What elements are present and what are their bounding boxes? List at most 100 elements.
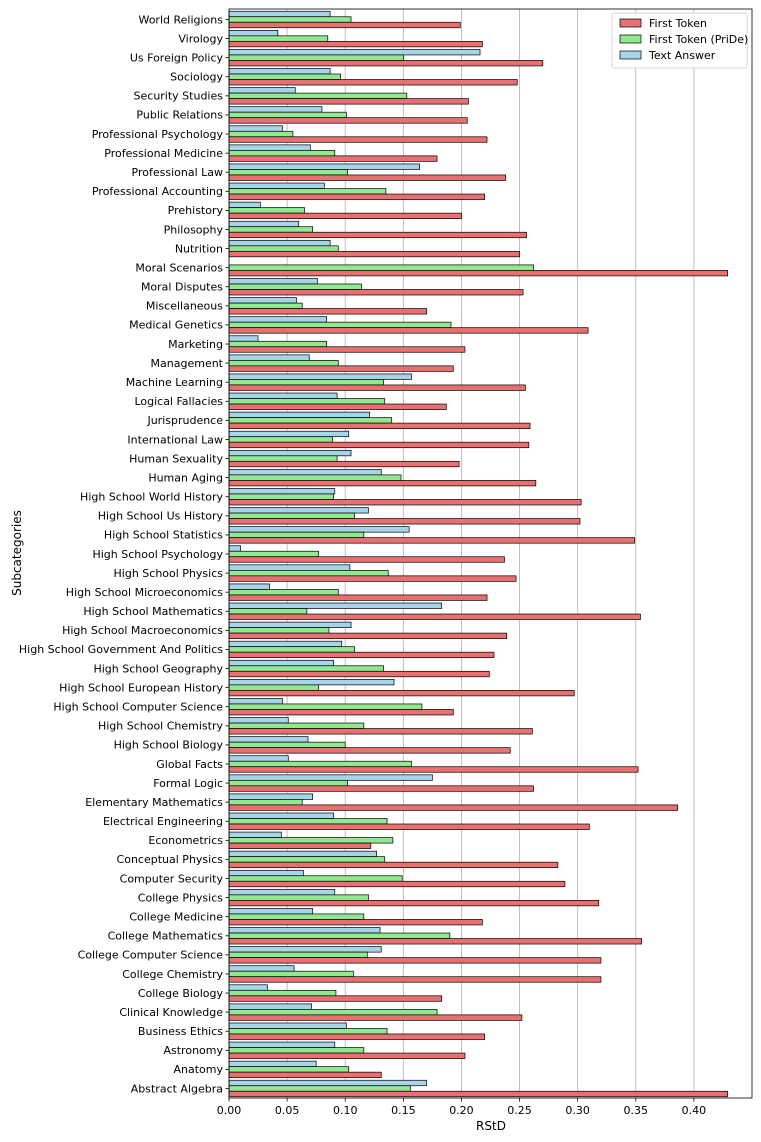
- y-tick-label: Machine Learning: [126, 376, 223, 389]
- x-tick-label: 0.15: [391, 1104, 416, 1117]
- bar-first-token: [228, 365, 454, 372]
- legend-swatch: [619, 50, 642, 60]
- bar-first-token-pride: [228, 932, 451, 939]
- y-tick-label: Professional Accounting: [92, 185, 223, 198]
- bar-text-answer: [228, 889, 336, 896]
- bar-first-token: [228, 919, 483, 926]
- bar-text-answer: [228, 354, 310, 361]
- bar-text-answer: [228, 831, 282, 838]
- x-tick-label: 0.35: [624, 1104, 649, 1117]
- bar-text-answer: [228, 182, 325, 189]
- bar-first-token: [228, 842, 372, 849]
- y-tick-label: Global Facts: [156, 758, 223, 771]
- bar-first-token-pride: [228, 665, 384, 672]
- bar-first-token-pride: [228, 531, 365, 539]
- y-tick-label: College Medicine: [129, 910, 223, 923]
- bar-first-token-pride: [228, 92, 408, 99]
- bar-first-token: [228, 995, 443, 1002]
- bar-first-token-pride: [228, 894, 369, 901]
- y-tick-label: Management: [151, 357, 224, 370]
- y-tick-label: College Mathematics: [108, 930, 224, 943]
- bar-first-token-pride: [228, 856, 386, 863]
- legend-entry: First Token (PriDe): [649, 33, 748, 46]
- y-tick-labels: Abstract Algebra Anatomy Astronomy Business…: [19, 13, 229, 1095]
- bar-first-token-pride: [228, 913, 365, 920]
- bar-first-token: [228, 938, 642, 945]
- bar-text-answer: [228, 812, 334, 819]
- x-tick-label: 0.40: [682, 1104, 707, 1117]
- y-axis-label: Subcategories: [10, 510, 24, 596]
- bar-first-token-pride: [228, 436, 333, 443]
- y-tick-label: High School European History: [59, 681, 223, 694]
- bar-first-token-pride: [228, 512, 355, 519]
- y-tick-label: Moral Scenarios: [135, 261, 223, 274]
- bar-first-token-pride: [228, 73, 341, 80]
- bar-first-token: [228, 670, 490, 678]
- y-tick-label: Human Aging: [148, 471, 223, 484]
- bar-text-answer: [228, 908, 314, 915]
- bar-text-answer: [228, 1003, 312, 1010]
- bar-first-token: [228, 957, 602, 964]
- bar-first-token: [228, 747, 511, 754]
- bar-text-answer: [228, 392, 338, 399]
- bar-first-token-pride: [228, 360, 339, 367]
- bar-first-token-pride: [228, 1009, 438, 1016]
- bar-text-answer: [228, 125, 283, 132]
- bar-first-token: [228, 1090, 728, 1098]
- y-tick-label: Jurisprudence: [146, 414, 223, 427]
- bar-first-token: [228, 976, 602, 983]
- bar-first-token-pride: [228, 722, 365, 729]
- bar-text-answer: [228, 602, 443, 609]
- bar-first-token-pride: [228, 989, 337, 997]
- bar-text-answer: [228, 640, 343, 648]
- bar-first-token-pride: [228, 379, 384, 386]
- y-tick-label: High School Microeconomics: [66, 586, 223, 599]
- bar-first-token: [228, 537, 635, 544]
- bar-first-token: [228, 1014, 523, 1021]
- bar-text-answer: [228, 1041, 336, 1048]
- bar-first-token-pride: [228, 245, 339, 252]
- bar-text-answer: [228, 297, 297, 304]
- y-tick-label: Elementary Mathematics: [85, 796, 223, 809]
- bar-text-answer: [228, 621, 352, 628]
- x-axis-label: RStD: [476, 1119, 506, 1133]
- bar-first-token-pride: [228, 1047, 365, 1054]
- bar-text-answer: [228, 774, 433, 781]
- bar-text-answer: [228, 965, 295, 972]
- bar-text-answer: [228, 373, 412, 380]
- bar-first-token: [228, 518, 581, 525]
- bar-first-token: [228, 403, 447, 410]
- bar-text-answer: [228, 106, 323, 113]
- y-tick-label: High School Computer Science: [53, 701, 223, 714]
- bar-first-token: [228, 880, 566, 888]
- bar-first-token: [228, 460, 460, 468]
- bar-text-answer: [228, 29, 279, 37]
- y-tick-label: High School Statistics: [104, 529, 223, 542]
- y-tick-label: College Physics: [138, 891, 223, 904]
- y-tick-label: High School Government And Politics: [19, 643, 223, 656]
- bar-first-token-pride: [228, 207, 305, 214]
- bar-text-answer: [228, 1060, 317, 1068]
- y-tick-label: Professional Psychology: [92, 128, 224, 141]
- bar-first-token: [228, 231, 527, 239]
- legend-entry: Text Answer: [648, 49, 716, 62]
- y-tick-label: Us Foreign Policy: [130, 51, 224, 64]
- bar-first-token-pride: [228, 283, 362, 290]
- bar-first-token-pride: [228, 302, 303, 309]
- bar-first-token: [228, 155, 438, 162]
- bar-first-token-pride: [228, 818, 388, 825]
- bar-first-token: [228, 785, 534, 792]
- bar-first-token-pride: [228, 54, 404, 61]
- bar-text-answer: [228, 526, 410, 533]
- y-tick-label: High School Geography: [93, 662, 223, 675]
- y-tick-label: Prehistory: [168, 204, 224, 217]
- bar-first-token: [228, 632, 508, 639]
- bar-first-token-pride: [228, 398, 386, 405]
- legend: First Token First Token (PriDe) Text Answe…: [611, 12, 748, 69]
- y-tick-label: World Religions: [138, 13, 223, 26]
- x-tick-labels: 0.00 0.05 0.10 0.15 0.20 0.25 0.30 0.35 0.40: [217, 1098, 706, 1117]
- bar-text-answer: [228, 850, 377, 858]
- bar-first-token-pride: [228, 627, 330, 634]
- bar-first-token: [228, 690, 575, 697]
